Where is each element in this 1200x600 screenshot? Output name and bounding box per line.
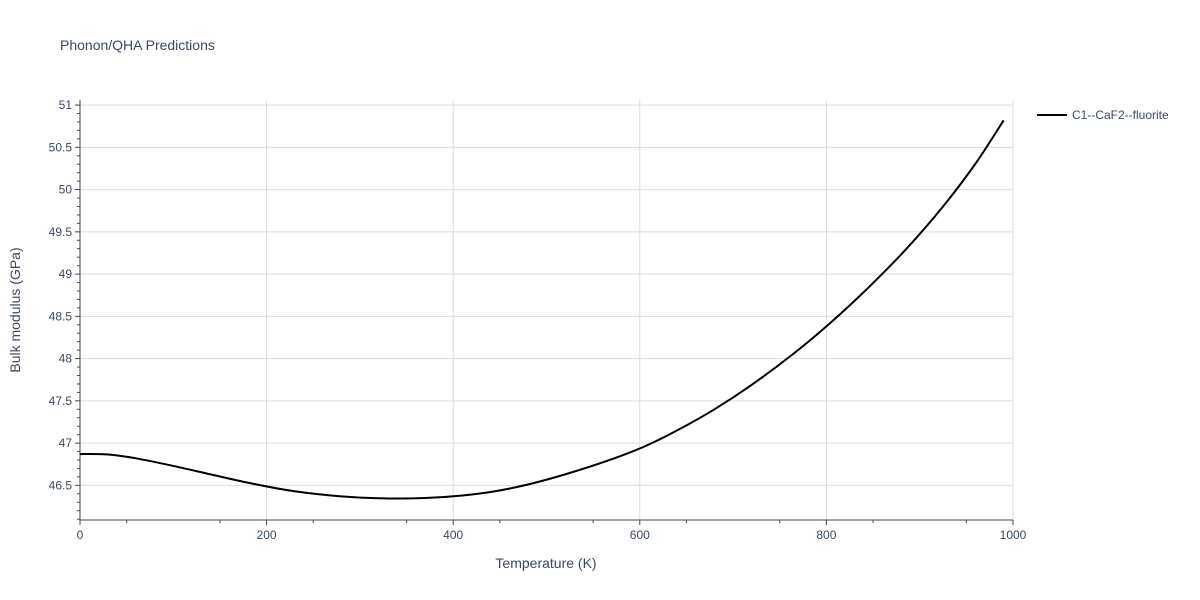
y-tick-label: 47.5 — [49, 394, 73, 408]
y-tick-label: 48.5 — [49, 309, 73, 323]
x-tick-label: 400 — [443, 528, 463, 542]
y-tick-label: 50 — [59, 183, 73, 197]
grid — [80, 100, 1014, 520]
legend[interactable]: C1--CaF2--fluorite — [1037, 108, 1169, 122]
y-tick-label: 47 — [59, 436, 73, 450]
chart-title: Phonon/QHA Predictions — [60, 37, 215, 53]
x-tick-label: 0 — [77, 528, 84, 542]
y-tick-label: 51 — [59, 98, 73, 112]
x-tick-label: 200 — [257, 528, 277, 542]
x-axis-label: Temperature (K) — [495, 555, 596, 571]
y-tick-label: 50.5 — [49, 140, 73, 154]
x-tick-label: 600 — [630, 528, 650, 542]
series-layer — [79, 119, 1005, 500]
legend-label: C1--CaF2--fluorite — [1072, 108, 1169, 122]
x-tick-label: 1000 — [1000, 528, 1027, 542]
y-tick-label: 49.5 — [49, 225, 73, 239]
y-tick-label: 49 — [59, 267, 73, 281]
y-axis-label: Bulk modulus (GPa) — [7, 247, 23, 372]
y-tick-label: 46.5 — [49, 478, 73, 492]
series-line — [79, 119, 1005, 500]
y-tick-label: 48 — [59, 352, 73, 366]
axes: 0 200 400 600 800 1000 46.5 47 47.5 48 48.5 49 49.5 5… — [49, 98, 1027, 542]
x-tick-label: 800 — [816, 528, 836, 542]
